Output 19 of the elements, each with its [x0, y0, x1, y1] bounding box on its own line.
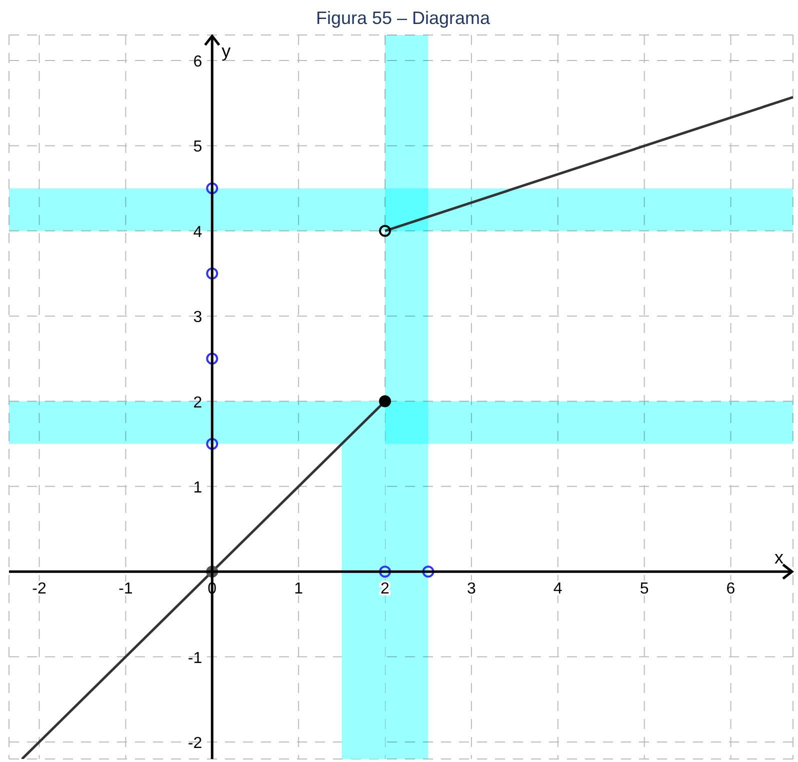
y-tick-label: -2 — [188, 734, 202, 752]
x-tick-label: 4 — [553, 580, 562, 598]
x-tick-label: 3 — [466, 580, 476, 598]
y-tick-label: -1 — [188, 650, 202, 667]
x-tick-label: 6 — [726, 580, 736, 598]
chart-title: Figura 55 – Diagrama — [314, 8, 492, 30]
y-tick-label: 4 — [193, 224, 202, 241]
y-axis-title: y — [222, 41, 231, 61]
y-tick-label: 6 — [193, 54, 202, 71]
y-tick-label: 3 — [193, 309, 202, 326]
x-tick-label: 1 — [294, 580, 304, 598]
y-tick-label: 5 — [193, 138, 202, 156]
x-tick-label: -1 — [118, 580, 133, 598]
y-tick-label: 2 — [193, 394, 202, 412]
x-axis-title: x — [774, 548, 784, 568]
y-tick-label: 1 — [193, 479, 202, 496]
x-tick-label: 5 — [640, 580, 649, 598]
x-tick-label: -2 — [32, 580, 46, 598]
x-tick-label: 2 — [380, 580, 390, 598]
